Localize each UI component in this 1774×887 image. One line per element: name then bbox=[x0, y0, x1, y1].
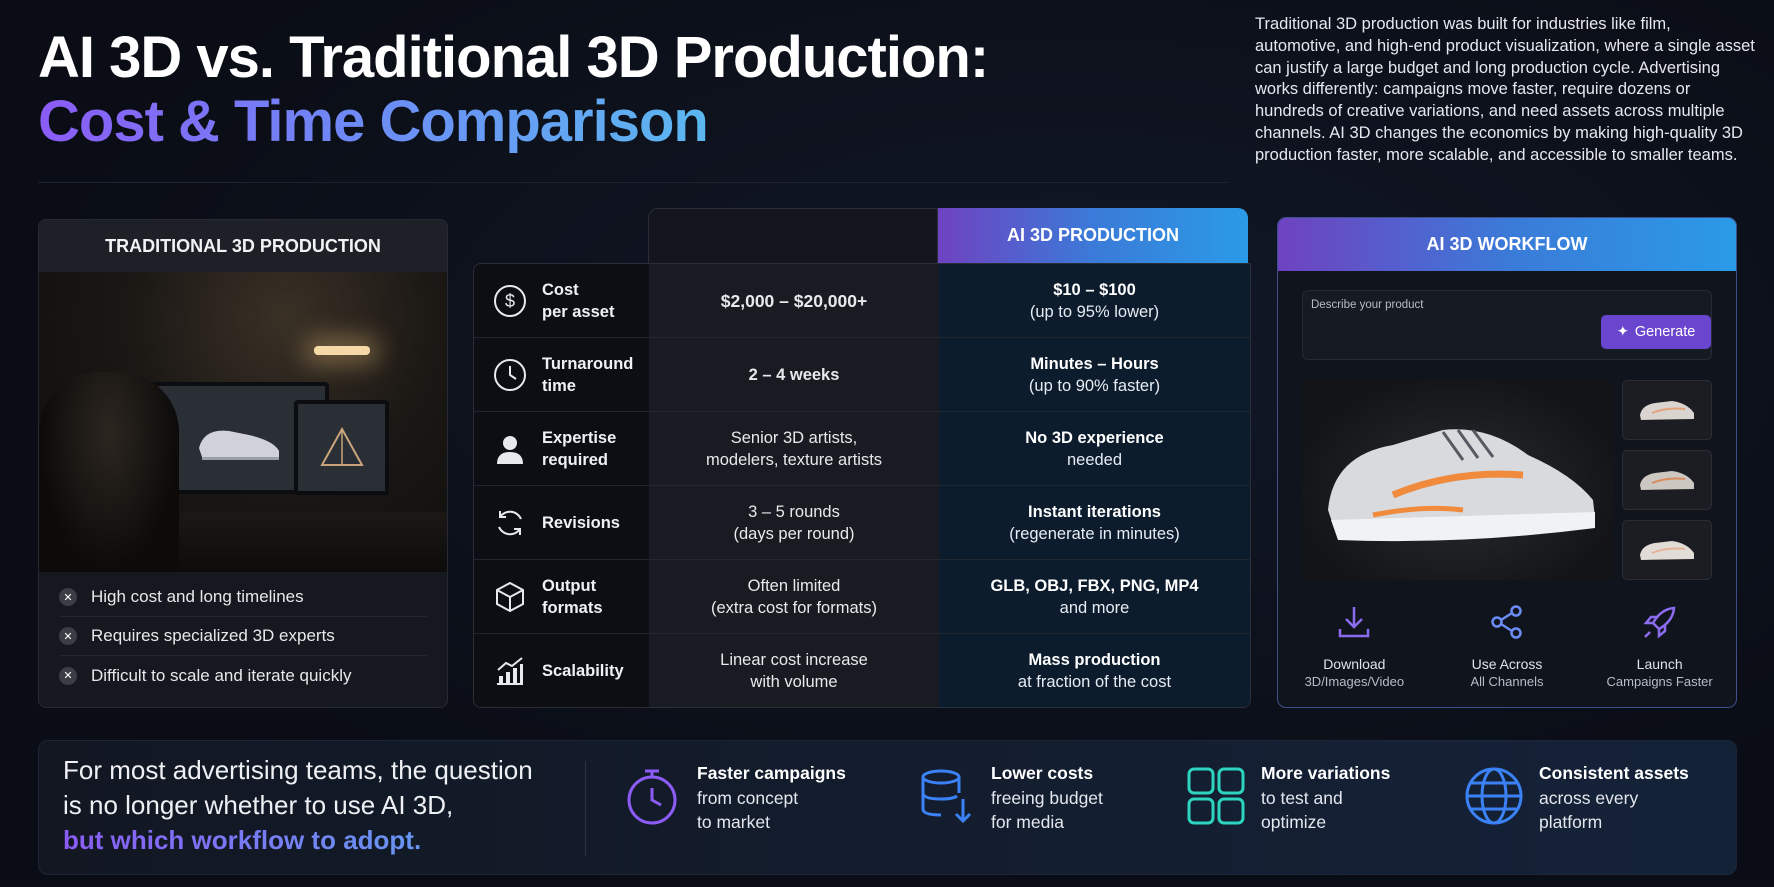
share-icon bbox=[1488, 603, 1526, 646]
clock-icon bbox=[492, 357, 528, 393]
workflow-actions: Download 3D/Images/Video Use Across All … bbox=[1278, 603, 1736, 689]
monitor-model-icon bbox=[294, 400, 389, 495]
grid-icon bbox=[1181, 761, 1251, 831]
prompt-input[interactable]: Describe your product ✦ Generate bbox=[1302, 290, 1712, 360]
lamp-icon bbox=[314, 346, 370, 355]
dollar-icon: $ bbox=[492, 283, 528, 319]
workflow-card-title: AI 3D WORKFLOW bbox=[1278, 218, 1736, 271]
benefit-item: Lower costs freeing budget for media bbox=[911, 761, 1103, 835]
variation-thumbnail[interactable] bbox=[1622, 380, 1712, 440]
person-icon bbox=[492, 431, 528, 467]
product-preview-image bbox=[1302, 380, 1614, 580]
intro-paragraph: Traditional 3D production was built for … bbox=[1255, 15, 1755, 164]
share-action[interactable]: Use Across All Channels bbox=[1437, 603, 1577, 689]
variation-thumbnail[interactable] bbox=[1622, 450, 1712, 510]
svg-text:$: $ bbox=[505, 291, 515, 311]
artist-workstation-image bbox=[39, 272, 447, 572]
list-item: ✕ Difficult to scale and iterate quickly bbox=[59, 656, 427, 695]
chart-growth-icon bbox=[492, 653, 528, 689]
table-row: Scalability Linear cost increase with vo… bbox=[474, 634, 1250, 707]
launch-action[interactable]: Launch Campaigns Faster bbox=[1590, 603, 1730, 689]
table-row: Output formats Often limited (extra cost… bbox=[474, 560, 1250, 634]
rocket-icon bbox=[1641, 603, 1679, 646]
globe-icon bbox=[1459, 761, 1529, 831]
sparkle-icon: ✦ bbox=[1616, 324, 1629, 340]
table-row: Expertise required Senior 3D artists, mo… bbox=[474, 412, 1250, 486]
summary-question: For most advertising teams, the question… bbox=[63, 753, 533, 858]
workflow-card: AI 3D WORKFLOW Describe your product ✦ G… bbox=[1277, 217, 1737, 708]
artist-silhouette bbox=[39, 372, 179, 572]
refresh-icon bbox=[492, 505, 528, 541]
generate-button[interactable]: ✦ Generate bbox=[1601, 315, 1711, 349]
download-icon bbox=[1335, 603, 1373, 646]
benefit-item: More variations to test and optimize bbox=[1181, 761, 1390, 835]
page-title: AI 3D vs. Traditional 3D Production: bbox=[38, 25, 989, 90]
traditional-column-header bbox=[648, 208, 938, 263]
prompt-placeholder: Describe your product bbox=[1311, 299, 1424, 311]
x-icon: ✕ bbox=[59, 627, 77, 645]
table-row: $ Cost per asset $2,000 – $20,000+ $10 – … bbox=[474, 264, 1250, 338]
header-divider bbox=[38, 182, 1228, 183]
list-item: ✕ Requires specialized 3D experts bbox=[59, 617, 427, 656]
traditional-card-title: TRADITIONAL 3D PRODUCTION bbox=[39, 220, 447, 272]
benefit-item: Faster campaigns from concept to market bbox=[617, 761, 846, 835]
download-action[interactable]: Download 3D/Images/Video bbox=[1284, 603, 1424, 689]
ai-column-header: AI 3D PRODUCTION bbox=[938, 208, 1248, 263]
table-row: Revisions 3 – 5 rounds (days per round) … bbox=[474, 486, 1250, 560]
database-down-icon bbox=[911, 761, 981, 831]
stopwatch-icon bbox=[617, 761, 687, 831]
x-icon: ✕ bbox=[59, 666, 77, 685]
benefit-item: Consistent assets across every platform bbox=[1459, 761, 1689, 835]
comparison-table-body: $ Cost per asset $2,000 – $20,000+ $10 – … bbox=[473, 263, 1251, 708]
traditional-card: TRADITIONAL 3D PRODUCTION ✕ High cost and… bbox=[38, 219, 448, 708]
summary-banner: For most advertising teams, the question… bbox=[38, 740, 1737, 875]
variation-thumbnail[interactable] bbox=[1622, 520, 1712, 580]
cons-list: ✕ High cost and long timelines ✕ Requires … bbox=[39, 572, 447, 701]
list-item: ✕ High cost and long timelines bbox=[59, 578, 427, 617]
box-icon bbox=[492, 579, 528, 615]
table-row: Turnaround time 2 – 4 weeks Minutes – Ho… bbox=[474, 338, 1250, 412]
divider bbox=[585, 761, 586, 856]
comparison-table: AI 3D PRODUCTION $ Cost per asset $2,000 … bbox=[473, 208, 1251, 708]
x-icon: ✕ bbox=[59, 588, 77, 606]
page-subtitle: Cost & Time Comparison bbox=[38, 89, 709, 154]
